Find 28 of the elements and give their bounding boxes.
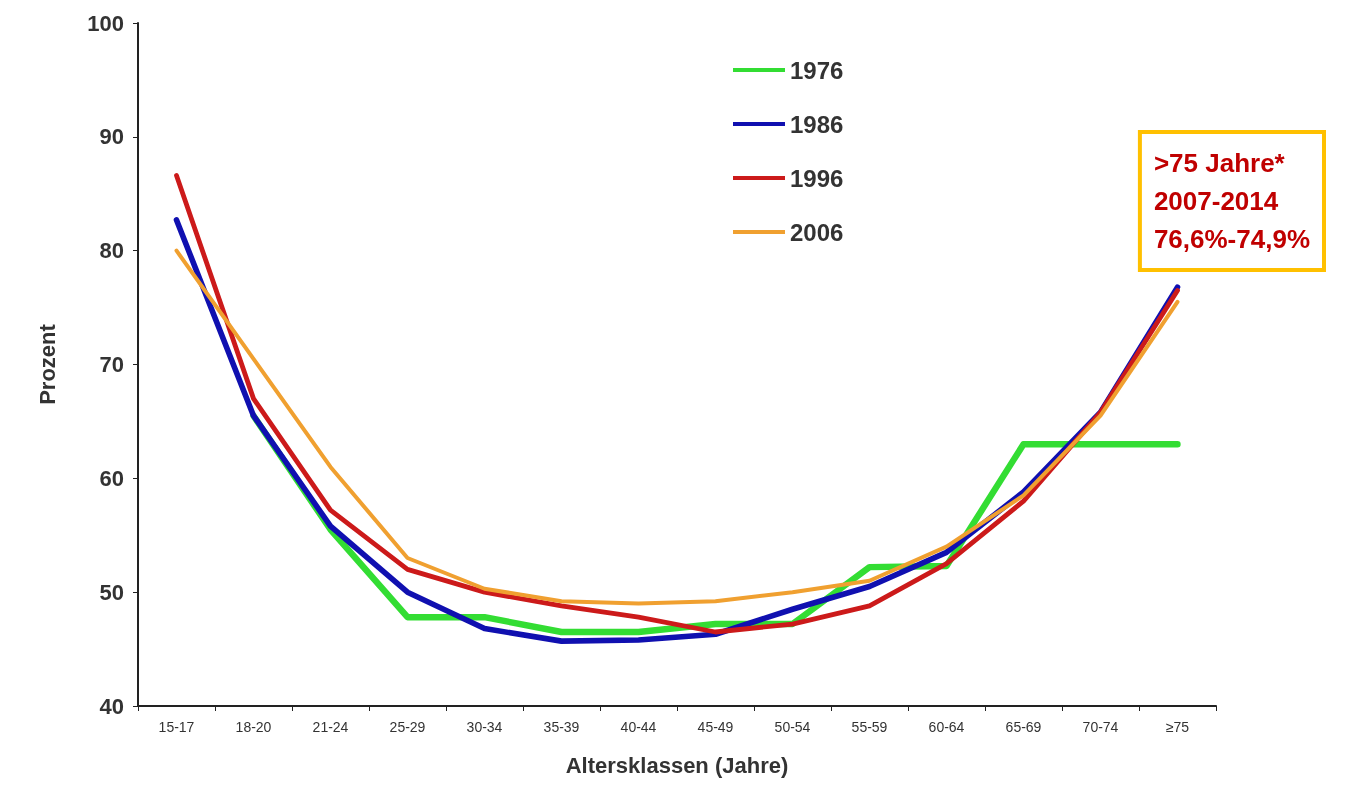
y-axis-title: Prozent <box>34 323 60 405</box>
legend-label: 2006 <box>790 218 844 246</box>
legend-label: 1976 <box>790 56 844 84</box>
y-tick-label: 80 <box>99 238 124 264</box>
x-tick-label: 18-20 <box>235 719 272 735</box>
x-tick-label: 45-49 <box>697 719 734 735</box>
x-tick-label: 60-64 <box>928 719 965 735</box>
x-tick-label: 50-54 <box>774 719 811 735</box>
x-tick-label: 15-17 <box>158 719 195 735</box>
y-tick-label: 60 <box>99 465 124 491</box>
legend-label: 1996 <box>790 164 844 192</box>
x-tick-label: ≥75 <box>1165 719 1190 735</box>
x-tick-label: 55-59 <box>851 719 888 735</box>
annotation: >75 Jahre* 2007-2014 76,6%-74,9% <box>1153 148 1311 254</box>
y-tick-label: 100 <box>87 10 124 36</box>
y-tick-label: 50 <box>99 579 124 605</box>
x-tick-label: 21-24 <box>312 719 349 735</box>
y-tick-label: 40 <box>99 693 124 719</box>
x-axis-title: Altersklassen (Jahre) <box>565 752 789 778</box>
x-tick-label: 25-29 <box>389 719 426 735</box>
x-tick-label: 35-39 <box>543 719 580 735</box>
y-tick-label: 90 <box>99 124 124 150</box>
x-tick-label: 70-74 <box>1082 719 1119 735</box>
x-tick-label: 30-34 <box>466 719 503 735</box>
legend-label: 1986 <box>790 110 844 138</box>
x-tick-label: 40-44 <box>620 719 657 735</box>
x-tick-label: 65-69 <box>1005 719 1042 735</box>
y-tick-label: 70 <box>99 352 124 377</box>
